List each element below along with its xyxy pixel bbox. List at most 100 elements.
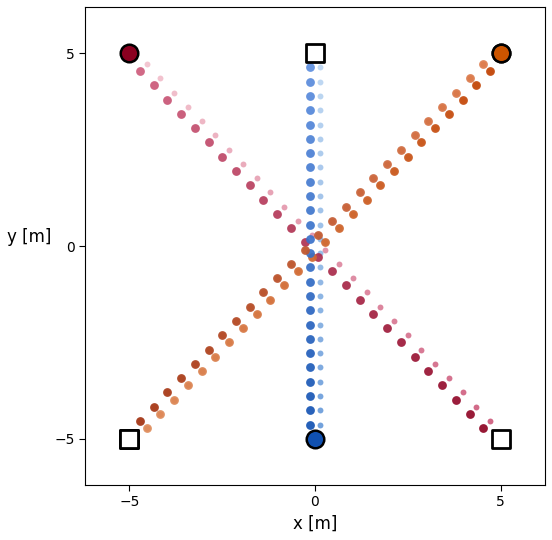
Point: [315, 149, 324, 158]
Point: [431, 360, 439, 368]
Point: [315, 349, 324, 357]
Point: [183, 381, 192, 389]
Point: [306, 163, 315, 172]
Point: [306, 92, 315, 100]
Point: [465, 409, 474, 418]
Point: [307, 231, 316, 240]
Point: [306, 120, 315, 129]
Point: [321, 245, 330, 254]
Point: [342, 202, 351, 211]
Point: [125, 49, 134, 58]
Point: [328, 267, 337, 275]
Point: [306, 349, 315, 357]
Point: [315, 435, 324, 443]
Point: [383, 160, 391, 168]
Point: [300, 238, 309, 247]
Point: [218, 331, 227, 340]
Point: [177, 374, 185, 382]
Point: [417, 138, 426, 147]
Point: [306, 420, 315, 429]
Point: [169, 395, 178, 404]
Point: [438, 103, 447, 111]
Point: [225, 145, 233, 154]
Point: [135, 417, 144, 426]
Point: [458, 95, 467, 104]
Point: [306, 263, 315, 272]
Point: [306, 392, 315, 400]
Point: [496, 435, 505, 443]
Point: [315, 77, 324, 86]
Point: [259, 195, 268, 204]
Point: [315, 220, 324, 229]
Point: [410, 131, 419, 140]
Point: [218, 331, 227, 340]
Point: [238, 324, 247, 333]
Point: [129, 45, 137, 54]
Point: [225, 338, 233, 347]
Point: [245, 302, 254, 311]
Point: [315, 234, 324, 243]
Point: [315, 406, 324, 415]
Point: [156, 74, 164, 83]
Point: [245, 302, 254, 311]
Point: [315, 334, 324, 343]
Point: [169, 88, 178, 97]
Point: [306, 49, 315, 58]
Point: [315, 320, 324, 329]
Point: [232, 316, 241, 325]
Point: [452, 88, 460, 97]
Point: [135, 67, 144, 76]
Point: [315, 49, 324, 58]
Point: [438, 381, 447, 389]
Point: [183, 381, 192, 389]
Point: [321, 238, 330, 247]
Point: [410, 131, 419, 140]
Point: [252, 309, 261, 318]
Point: [315, 206, 324, 214]
Point: [348, 274, 357, 282]
Point: [190, 360, 199, 368]
Point: [496, 49, 505, 58]
Point: [163, 388, 172, 397]
Point: [293, 267, 302, 275]
Point: [183, 103, 192, 111]
Point: [306, 334, 315, 343]
Point: [465, 74, 474, 83]
Point: [376, 302, 385, 311]
Point: [273, 210, 282, 218]
Point: [280, 281, 289, 289]
Point: [300, 245, 309, 254]
Point: [232, 316, 241, 325]
Point: [121, 431, 130, 440]
Point: [163, 388, 172, 397]
Point: [500, 52, 508, 61]
Point: [404, 331, 412, 340]
Point: [121, 431, 130, 440]
Point: [315, 192, 324, 200]
Point: [149, 402, 158, 411]
Point: [149, 81, 158, 90]
Point: [197, 367, 206, 375]
Point: [306, 320, 315, 329]
Point: [479, 59, 488, 68]
Point: [163, 95, 172, 104]
Point: [486, 417, 495, 426]
Point: [315, 420, 324, 429]
Point: [424, 367, 433, 375]
Point: [335, 224, 343, 232]
Point: [396, 338, 405, 347]
Point: [444, 374, 453, 382]
Point: [431, 124, 439, 132]
Point: [396, 145, 405, 154]
Point: [204, 345, 213, 354]
Point: [315, 163, 324, 172]
Point: [369, 174, 378, 183]
Point: [306, 363, 315, 372]
Point: [306, 292, 315, 300]
Point: [479, 59, 488, 68]
Point: [355, 295, 364, 304]
Point: [211, 352, 220, 361]
Point: [142, 424, 151, 433]
Point: [125, 435, 134, 443]
Point: [169, 395, 178, 404]
